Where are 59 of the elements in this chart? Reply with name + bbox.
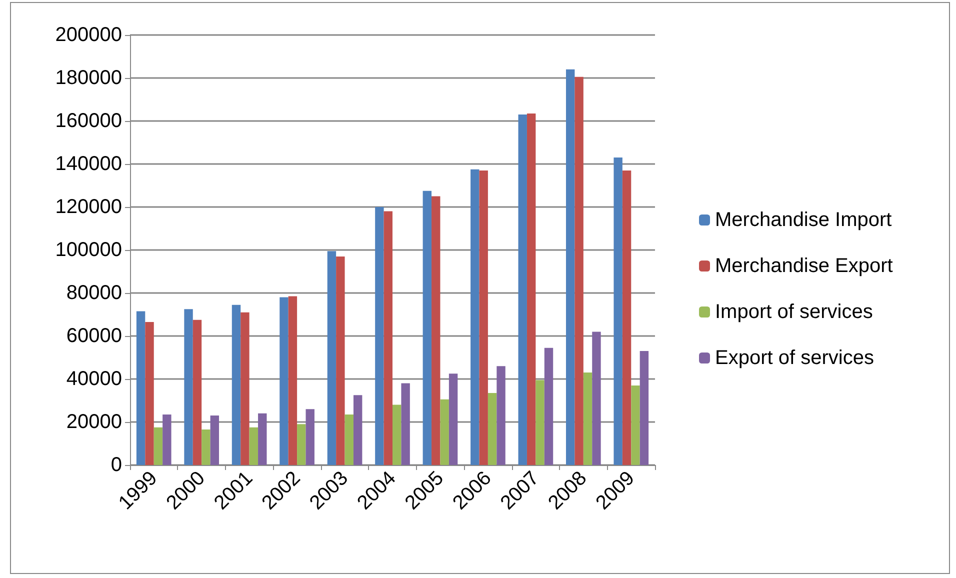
bar — [592, 332, 601, 465]
bar — [240, 312, 250, 465]
bar — [622, 170, 632, 465]
bar — [583, 372, 592, 465]
bar — [162, 414, 172, 465]
bar — [518, 114, 527, 465]
bar — [184, 309, 193, 465]
y-tick-label: 60000 — [66, 325, 122, 347]
bar — [258, 413, 267, 465]
bar — [631, 385, 640, 465]
legend-label: Import of services — [715, 301, 873, 323]
bar — [614, 158, 622, 465]
y-tick-label: 0 — [110, 454, 122, 476]
bar — [536, 380, 544, 465]
y-tick-label: 80000 — [66, 282, 122, 304]
y-tick-label: 100000 — [55, 239, 122, 261]
bar — [288, 296, 298, 465]
bar — [297, 424, 306, 465]
y-tick-label: 120000 — [55, 196, 122, 218]
bar — [574, 76, 584, 465]
bar — [640, 351, 649, 465]
y-tick-label: 160000 — [55, 110, 122, 132]
y-tick-label: 140000 — [55, 153, 122, 175]
legend-label: Export of services — [715, 347, 874, 369]
bar — [375, 207, 384, 465]
y-tick-label: 40000 — [66, 368, 122, 390]
bar — [526, 113, 536, 465]
bar — [336, 256, 345, 465]
bar — [232, 304, 241, 465]
bar — [202, 430, 210, 465]
bar — [210, 416, 220, 465]
bar — [384, 211, 392, 465]
y-tick-label: 200000 — [55, 24, 122, 46]
bar — [479, 170, 488, 465]
bar — [401, 383, 410, 465]
bar — [327, 251, 336, 465]
bar — [136, 311, 146, 465]
bar — [392, 404, 402, 465]
legend-label: Merchandise Import — [715, 209, 892, 231]
y-tick-label: 20000 — [66, 411, 122, 433]
y-tick-label: 180000 — [55, 67, 122, 89]
bar — [422, 190, 432, 465]
bar — [353, 395, 362, 465]
bar — [544, 348, 554, 465]
bar — [306, 409, 314, 465]
bar — [496, 366, 506, 465]
legend-label: Merchandise Export — [715, 255, 894, 277]
bar — [280, 297, 288, 465]
bar — [488, 392, 497, 465]
bar — [440, 399, 449, 465]
bar — [145, 322, 154, 465]
bar — [470, 169, 480, 465]
bar — [344, 414, 354, 465]
bar — [432, 196, 440, 465]
bar — [566, 69, 575, 465]
bar — [192, 320, 202, 465]
bar — [448, 374, 458, 465]
bar — [154, 427, 163, 465]
bar — [249, 427, 258, 465]
